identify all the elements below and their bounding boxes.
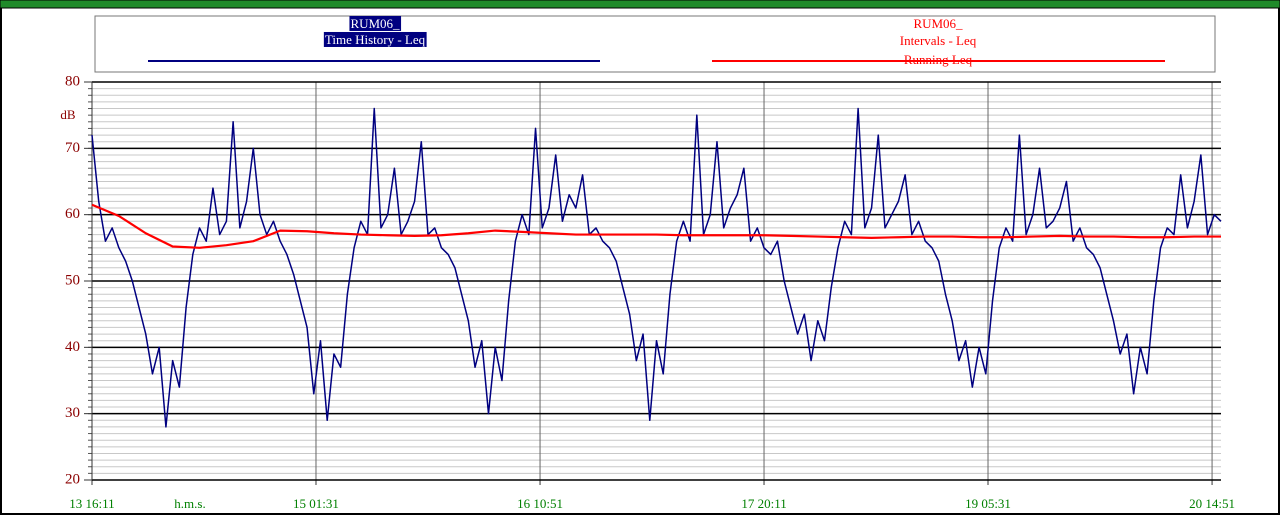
y-tick-label: 70 bbox=[65, 140, 80, 156]
legend-box bbox=[94, 15, 1216, 73]
y-tick-label: 60 bbox=[65, 206, 80, 222]
legend-source: RUM06_ bbox=[350, 16, 400, 31]
legend-label: Time History - Leq bbox=[325, 32, 426, 47]
legend-label: Running Leq bbox=[904, 52, 973, 67]
legend-source: RUM06_ bbox=[913, 16, 963, 31]
y-tick-label: 20 bbox=[65, 471, 80, 487]
x-tick-label: 16 10:51 bbox=[517, 496, 563, 511]
legend-group: Intervals - Leq bbox=[900, 33, 977, 48]
legend-highlight bbox=[323, 31, 427, 47]
x-axis-label: h.m.s. bbox=[174, 496, 205, 511]
y-tick-label: 50 bbox=[65, 272, 80, 288]
y-tick-label: 80 bbox=[65, 73, 80, 89]
series-line bbox=[91, 203, 1221, 249]
x-tick-label: 19 05:31 bbox=[965, 496, 1011, 511]
plot bbox=[84, 81, 1222, 485]
x-tick-label: 17 20:11 bbox=[741, 496, 786, 511]
y-axis-label: dB bbox=[60, 107, 76, 122]
series-line bbox=[91, 107, 1222, 428]
x-tick-label: 15 01:31 bbox=[293, 496, 339, 511]
title-bar bbox=[0, 0, 1280, 9]
y-tick-label: 40 bbox=[65, 339, 80, 355]
x-tick-label: 20 14:51 bbox=[1189, 496, 1235, 511]
y-tick-label: 30 bbox=[65, 405, 80, 421]
x-tick-label: 13 16:11 bbox=[69, 496, 114, 511]
legend-highlight bbox=[349, 15, 402, 31]
